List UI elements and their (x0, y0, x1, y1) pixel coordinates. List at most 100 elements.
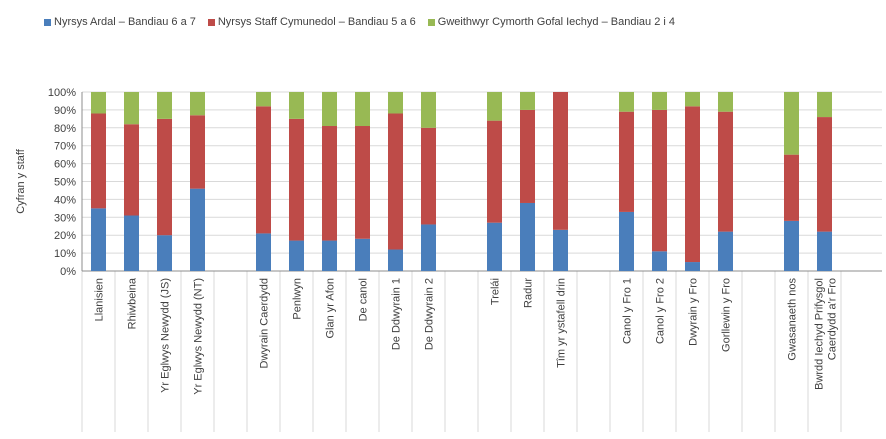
legend-swatch (44, 18, 51, 26)
bar-segment (553, 229, 568, 271)
y-tick-label: 0% (60, 266, 76, 278)
bar-segment (256, 106, 271, 234)
bar-segment (322, 126, 337, 241)
bar-segment (388, 113, 403, 250)
y-tick-label: 80% (54, 123, 76, 135)
bar-segment (784, 220, 799, 271)
legend-item-healthcare-support-workers: Gweithwyr Cymorth Gofal Iechyd – Bandiau… (427, 16, 675, 28)
y-tick-label: 40% (54, 194, 76, 206)
bar-segment (256, 92, 271, 107)
bar-segment (652, 109, 667, 252)
x-category-label: De Ddwyrain 2 (424, 278, 436, 350)
x-category-label: Gwasanaeth nos (787, 278, 799, 361)
x-category-label: Gorllewin y Fro (721, 278, 733, 352)
legend-swatch (427, 18, 435, 26)
bar-segment (487, 120, 502, 223)
bar-segment (421, 224, 436, 271)
bar-segment (487, 222, 502, 271)
bar-segment (817, 231, 832, 271)
legend-label: Nyrsys Staff Cymunedol – Bandiau 5 a 6 (217, 16, 416, 28)
x-category-label: Yr Eglwys Newydd (NT) (193, 278, 205, 395)
bar-segment (685, 92, 700, 107)
bar-segment (124, 215, 139, 271)
x-category-label: Trelái (490, 278, 502, 305)
x-category-label: Llanisien (94, 278, 106, 321)
bar-segment (652, 92, 667, 110)
y-tick-label: 100% (48, 87, 76, 99)
x-category-label: Tîm yr ystafell drin (556, 278, 568, 368)
bar-segment (619, 111, 634, 212)
x-category-label-line: Caerdydd a'r Fro (827, 278, 839, 360)
bar-segment (388, 249, 403, 271)
bar-segment (421, 127, 436, 225)
bar-segment (817, 92, 832, 118)
bar-segment (91, 208, 106, 271)
x-category-label: Rhiwbeina (127, 277, 139, 329)
bar-segment (157, 118, 172, 236)
legend-label: Gweithwyr Cymorth Gofal Iechyd – Bandiau… (437, 16, 675, 28)
x-category-label: De canol (358, 278, 370, 321)
bar-segment (124, 124, 139, 216)
bar-segment (388, 92, 403, 114)
bar-segment (190, 115, 205, 189)
legend-label: Nyrsys Ardal – Bandiau 6 a 7 (54, 16, 196, 28)
bar-segment (322, 240, 337, 271)
bar-segment (520, 92, 535, 110)
x-category-label: Yr Eglwys Newydd (JS) (160, 278, 172, 393)
x-category-label: Radur (523, 278, 535, 308)
bar-segment (520, 109, 535, 203)
chart-legend: Nyrsys Ardal – Bandiau 6 a 7 Nyrsys Staf… (44, 16, 675, 28)
x-category-label: De Ddwyrain 1 (391, 278, 403, 350)
bar-segment (355, 238, 370, 271)
bar-segment (619, 211, 634, 271)
bar-segment (718, 92, 733, 112)
bar-segment (817, 117, 832, 232)
x-category-label: Bwrdd Iechyd PrifysgolCaerdydd a'r Fro (814, 278, 839, 390)
x-category-label: Glan yr Afon (325, 278, 337, 339)
bar-segment (289, 118, 304, 241)
bar-segment (619, 92, 634, 112)
x-category-label: Dwyrain y Fro (688, 278, 700, 346)
bar-segment (652, 251, 667, 271)
bar-segment (685, 106, 700, 263)
bar-segment (685, 262, 700, 271)
bar-segment (355, 92, 370, 127)
bar-segment (355, 126, 370, 239)
bar-segment (91, 92, 106, 114)
y-tick-label: 50% (54, 177, 76, 189)
y-tick-label: 20% (54, 230, 76, 242)
y-tick-label: 60% (54, 159, 76, 171)
bar-segment (256, 233, 271, 271)
bar-segment (289, 240, 304, 271)
y-tick-label: 30% (54, 212, 76, 224)
bar-segment (718, 231, 733, 271)
x-category-label: Canol y Fro 2 (655, 278, 667, 344)
bar-segment (322, 92, 337, 127)
y-tick-label: 10% (54, 248, 76, 260)
bar-segment (784, 92, 799, 155)
bar-segment (487, 92, 502, 121)
bar-segment (190, 92, 205, 116)
y-tick-label: 70% (54, 141, 76, 153)
y-tick-label: 90% (54, 105, 76, 117)
legend-item-district-nurses: Nyrsys Ardal – Bandiau 6 a 7 (44, 16, 196, 28)
x-category-label: Canol y Fro 1 (622, 278, 634, 344)
y-axis-title: Cyfran y staff (15, 148, 27, 214)
bar-segment (157, 235, 172, 271)
legend-item-community-staff-nurses: Nyrsys Staff Cymunedol – Bandiau 5 a 6 (207, 16, 416, 28)
legend-swatch (207, 18, 215, 26)
bar-segment (784, 154, 799, 221)
bar-segment (289, 92, 304, 119)
x-category-label: Dwyrain Caerdydd (259, 278, 271, 368)
bar-segment (190, 188, 205, 271)
bar-segment (91, 113, 106, 209)
bar-segment (421, 92, 436, 128)
bar-segment (718, 111, 733, 232)
bar-segment (520, 202, 535, 271)
x-category-label: Penlwyn (292, 278, 304, 320)
bar-segment (553, 92, 568, 230)
bar-segment (124, 92, 139, 125)
bar-segment (157, 92, 172, 119)
